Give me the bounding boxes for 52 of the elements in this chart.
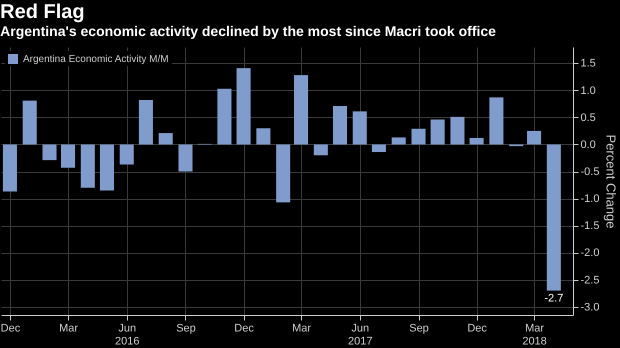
- bar: [178, 144, 193, 172]
- bar: [527, 130, 542, 144]
- x-tick-label: Sep: [409, 322, 429, 334]
- y-tick-label: -1.5: [580, 220, 600, 232]
- bar: [42, 144, 57, 160]
- bar: [80, 144, 95, 188]
- y-tick-label: 0.0: [580, 138, 596, 151]
- bar: [294, 75, 308, 144]
- bar: [276, 144, 290, 202]
- y-tick-label: -0.5: [580, 166, 600, 178]
- x-tick-label: Jun 2017: [348, 322, 373, 348]
- bar: [158, 133, 173, 144]
- bar: [2, 144, 17, 192]
- bar: [120, 144, 134, 164]
- x-tick-label: Mar: [59, 322, 78, 334]
- bar: [450, 116, 464, 144]
- y-tick-label: -2.5: [580, 274, 600, 286]
- bar: [430, 120, 445, 144]
- y-tick-label: -3.0: [580, 301, 600, 314]
- x-tick-label: Jun 2016: [115, 322, 140, 348]
- chart-title: Red Flag: [0, 1, 85, 23]
- data-label: -2.7: [544, 292, 564, 305]
- bar: [489, 97, 504, 144]
- bar: [546, 144, 561, 291]
- y-axis-title: Percent Change: [603, 134, 618, 228]
- y-tick-label: 1.5: [580, 58, 596, 70]
- bar: [470, 138, 484, 144]
- x-tick-label: Mar: [292, 322, 312, 334]
- x-tick-label: Sep: [176, 322, 196, 334]
- y-tick-label: -1.0: [580, 193, 600, 206]
- bar: [61, 144, 76, 168]
- bar: [392, 137, 406, 144]
- legend-label: Argentina Economic Activity M/M: [23, 54, 169, 65]
- x-tick-label: Dec: [467, 322, 488, 334]
- x-tick-label: Mar 2018: [522, 322, 547, 348]
- y-tick-label: 1.0: [580, 84, 596, 97]
- x-tick-label: Dec: [0, 322, 21, 334]
- bar: [217, 88, 232, 144]
- bar: [411, 128, 426, 144]
- bar: [332, 106, 348, 144]
- bar: [256, 128, 270, 144]
- bar: [138, 100, 153, 144]
- bar: [314, 144, 328, 156]
- y-tick-label: 0.5: [580, 112, 596, 124]
- bar: [100, 144, 114, 190]
- bar: [236, 68, 251, 144]
- bar: [372, 144, 386, 152]
- chart-subtitle: Argentina's economic activity declined by the most since Macri took office: [0, 23, 496, 39]
- y-tick-label: -2.0: [580, 247, 600, 260]
- bar: [352, 111, 367, 144]
- bar: [22, 100, 37, 144]
- x-tick-label: Dec: [234, 322, 254, 334]
